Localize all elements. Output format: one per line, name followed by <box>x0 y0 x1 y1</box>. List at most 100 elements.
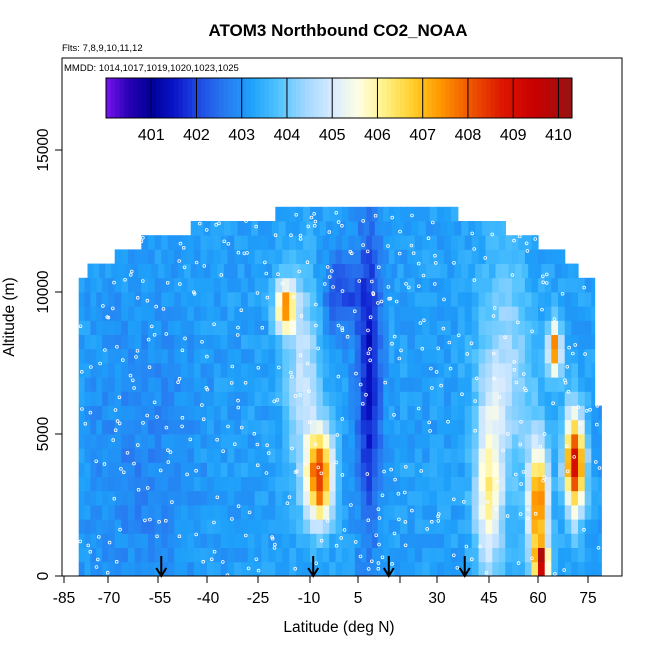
heatmap-cell <box>518 249 526 264</box>
heatmap-cell <box>102 277 109 293</box>
heatmap-cell <box>492 561 500 576</box>
heatmap-cell <box>193 348 201 364</box>
heatmap-cell <box>414 561 423 576</box>
heatmap-cell <box>342 505 349 520</box>
heatmap-cell <box>478 419 487 435</box>
heatmap-cell <box>354 292 362 307</box>
heatmap-cell <box>518 391 526 406</box>
heatmap-cell <box>348 334 356 350</box>
colorbar-segment <box>314 78 320 118</box>
heatmap-cell <box>289 419 297 435</box>
sample-point <box>117 421 122 426</box>
heatmap-cell <box>96 405 103 421</box>
heatmap-cell <box>400 490 408 506</box>
colorbar-segment <box>445 78 451 118</box>
heatmap-cell <box>200 448 208 463</box>
heatmap-cell <box>213 391 222 406</box>
colorbar-segment <box>210 78 216 118</box>
sample-point <box>530 556 534 561</box>
heatmap-cell <box>187 391 195 406</box>
heatmap-cell <box>84 391 91 406</box>
heatmap-cell <box>492 292 500 307</box>
heatmap-cell <box>114 547 122 563</box>
heatmap-cell <box>457 419 466 435</box>
sample-point <box>155 534 159 539</box>
heatmap-cell <box>303 306 311 321</box>
heatmap-cell <box>478 292 487 307</box>
heatmap-cell <box>96 391 103 406</box>
colorbar-segment <box>363 78 369 118</box>
heatmap-cell <box>161 377 169 392</box>
heatmap-cell <box>247 334 256 350</box>
heatmap-cell <box>450 505 459 520</box>
heatmap-cell <box>313 221 321 236</box>
colorbar-segment <box>549 78 555 118</box>
heatmap-cell <box>264 221 273 236</box>
heatmap-cell <box>128 462 136 477</box>
heatmap-cell <box>96 306 103 321</box>
sample-point <box>469 341 474 346</box>
heatmap-cell <box>241 348 249 364</box>
sample-point <box>541 280 545 285</box>
heatmap-cell <box>551 391 559 406</box>
heatmap-cell <box>213 348 222 364</box>
heatmap-cell <box>180 292 188 307</box>
sample-point <box>387 296 391 301</box>
heatmap-cell <box>108 419 116 435</box>
colorbar-segment <box>395 78 401 118</box>
plot-frame <box>61 57 623 577</box>
heatmap-cell <box>310 235 317 250</box>
heatmap-cell <box>422 235 431 250</box>
heatmap-cell <box>360 505 367 520</box>
sample-point <box>516 561 521 565</box>
heatmap-cell <box>578 476 586 492</box>
sample-point <box>352 309 357 314</box>
sample-point <box>180 415 185 420</box>
heatmap-cell <box>478 249 487 264</box>
heatmap-cell <box>414 292 423 307</box>
colorbar-segment <box>137 78 143 118</box>
heatmap-cell <box>345 221 353 236</box>
sample-point <box>176 380 180 385</box>
heatmap-cell <box>388 235 395 250</box>
heatmap-cell <box>454 221 462 236</box>
colorbar-segment <box>237 78 243 118</box>
heatmap-cell <box>564 377 572 392</box>
heatmap-cell <box>407 363 416 378</box>
heatmap-cell <box>571 533 579 548</box>
heatmap-cell <box>102 334 109 350</box>
sample-point <box>588 407 592 412</box>
heatmap-cell <box>234 391 242 406</box>
heatmap-cell <box>422 533 431 548</box>
heatmap-cell <box>108 519 116 534</box>
heatmap-cell <box>394 348 401 364</box>
heatmap-cell <box>220 462 228 477</box>
sample-point <box>128 373 133 378</box>
heatmap-cell <box>141 348 149 364</box>
heatmap-cell <box>457 405 466 421</box>
heatmap-cell <box>511 490 519 506</box>
heatmap-cell <box>383 490 390 506</box>
heatmap-cell <box>498 519 506 534</box>
heatmap-cell <box>558 519 566 534</box>
heatmap-cell <box>220 334 228 350</box>
heatmap-cell <box>134 561 142 576</box>
sample-point <box>513 472 518 477</box>
heatmap-cell <box>422 476 431 492</box>
colorbar-segment <box>391 78 397 118</box>
sample-point <box>236 405 241 410</box>
heatmap-cell <box>187 434 195 449</box>
colorbar-segment <box>223 78 229 118</box>
heatmap-cell <box>78 533 86 548</box>
heatmap-cell <box>492 462 500 477</box>
heatmap-cell <box>167 235 175 250</box>
heatmap-cell <box>268 320 276 335</box>
heatmap-cell <box>241 505 249 520</box>
heatmap-cell <box>335 434 343 449</box>
heatmap-cell <box>171 263 179 279</box>
heatmap-cell <box>268 306 276 321</box>
heatmap-cell <box>505 292 513 307</box>
heatmap-cell <box>161 348 169 364</box>
heatmap-cell <box>282 391 290 406</box>
sample-point <box>484 570 489 575</box>
